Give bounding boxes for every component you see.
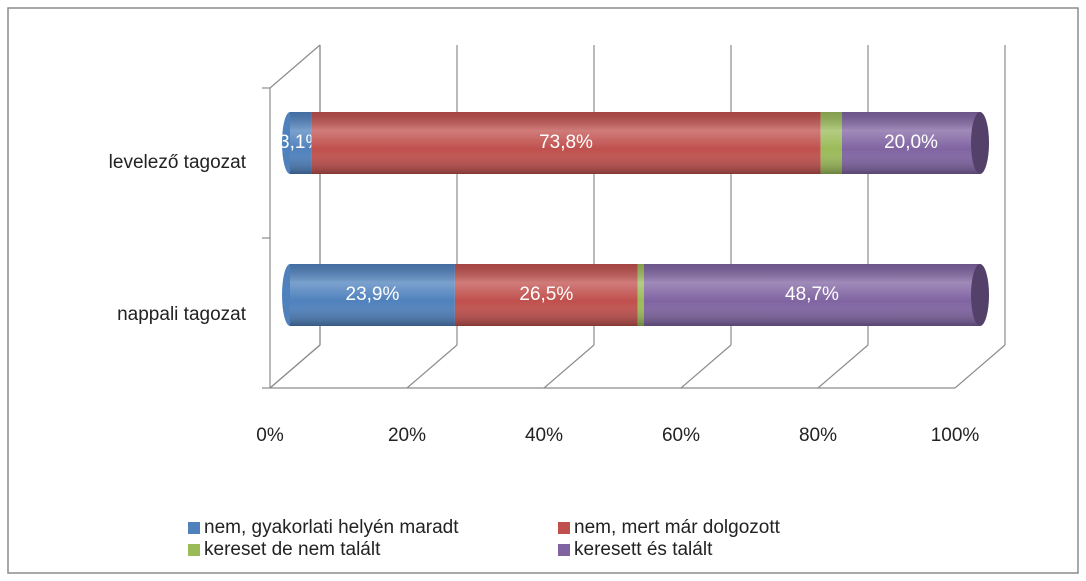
bar-cap	[971, 264, 989, 326]
x-tick-label: 0%	[256, 425, 284, 446]
grid-line	[543, 344, 595, 389]
grid-line	[954, 344, 1006, 389]
y-tick-label: levelező tagozat	[109, 152, 247, 173]
bar-segment	[820, 112, 842, 174]
legend-swatch	[558, 522, 570, 534]
x-tick-label: 40%	[525, 425, 563, 446]
grid-line	[269, 344, 321, 389]
legend-swatch	[188, 522, 200, 534]
data-label: 26,5%	[519, 284, 573, 305]
legend-label: kereset de nem talált	[204, 539, 381, 560]
legend-swatch	[188, 544, 200, 556]
legend-label: nem, gyakorlati helyén maradt	[204, 517, 459, 538]
x-tick-label: 80%	[799, 425, 837, 446]
x-tick-label: 100%	[931, 425, 980, 446]
data-label: 48,7%	[785, 284, 839, 305]
legend-swatch	[558, 544, 570, 556]
data-label: 73,8%	[539, 132, 593, 153]
x-tick-label: 60%	[662, 425, 700, 446]
legend-label: nem, mert már dolgozott	[574, 517, 781, 538]
data-label: 23,9%	[346, 284, 400, 305]
grid-line	[406, 344, 458, 389]
bar-cap-shade	[971, 112, 989, 174]
x-tick-label: 20%	[388, 425, 426, 446]
bar-cap-shade	[971, 264, 989, 326]
y-tick-label: nappali tagozat	[117, 304, 247, 325]
data-label: 20,0%	[884, 132, 938, 153]
bar-cap	[971, 112, 989, 174]
legend-label: keresett és talált	[574, 539, 713, 560]
grid-line	[680, 344, 732, 389]
bar-segment	[637, 264, 644, 326]
grid-line	[817, 344, 869, 389]
